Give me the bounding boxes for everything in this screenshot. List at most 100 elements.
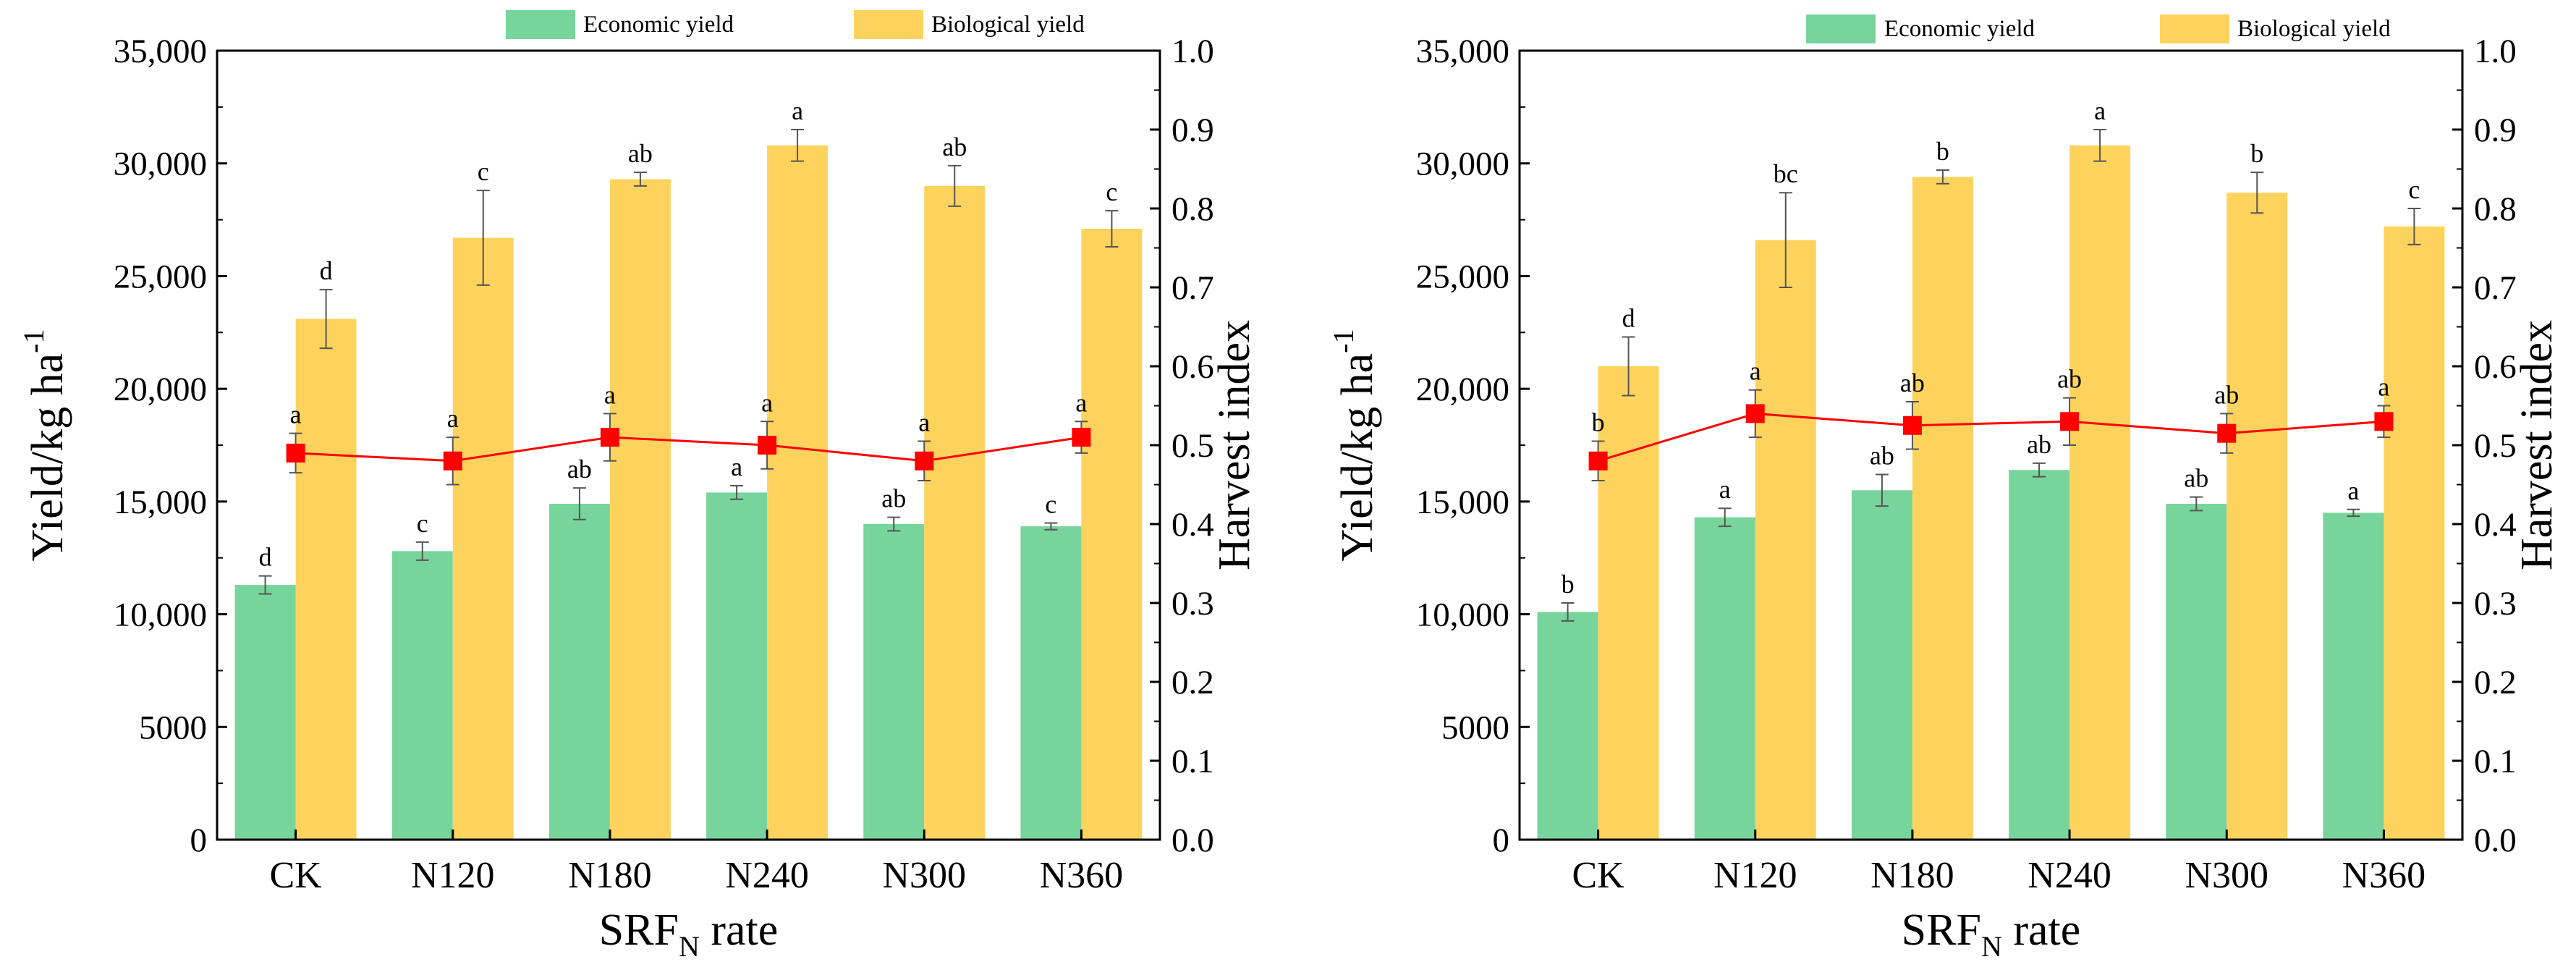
bar [2009, 470, 2070, 840]
line-series-harvest-index: a a a a a a [286, 380, 1091, 486]
significance-letter: a [604, 380, 616, 409]
y-tick-label: 15,000 [1416, 484, 1509, 521]
y2-tick-label: 0.5 [1172, 427, 1214, 465]
legend-label-economic: Economic yield [583, 12, 734, 38]
y2-tick-label: 0.7 [1172, 269, 1214, 307]
significance-letter: c [2408, 175, 2420, 204]
harvest-index-point [915, 451, 934, 471]
y2-tick-label: 0.1 [1172, 743, 1214, 780]
legend-label-biological: Biological yield [2237, 16, 2391, 42]
y2-tick-label: 0.3 [2474, 585, 2517, 623]
y-tick-label: 30,000 [114, 145, 207, 183]
error-bar [319, 289, 333, 350]
bar [863, 524, 925, 840]
legend-label-economic: Economic yield [1884, 16, 2035, 42]
significance-letter: a [1075, 388, 1087, 417]
significance-letter: b [1562, 570, 1575, 599]
x-tick-label: N360 [2342, 855, 2426, 896]
legend-swatch-economic [1806, 14, 1876, 43]
significance-letter: a [761, 388, 773, 417]
error-bar [730, 485, 744, 500]
x-tick-label: N300 [882, 855, 966, 896]
bar [1912, 177, 1973, 840]
harvest-index-line [295, 436, 1082, 463]
x-axis-title-subscript: N [1981, 930, 2002, 962]
y-axis-title-superscript: -1 [1327, 329, 1360, 353]
y-tick-label: 5000 [1441, 709, 1509, 746]
legend-label-biological: Biological yield [931, 12, 1085, 38]
bar [1081, 229, 1143, 840]
x-axis: CK N120 N180 N240 N300 N360 [269, 830, 1123, 896]
y-axis-left: 0 5000 10,000 15,000 20,000 25,000 30,000 35,00… [114, 33, 227, 859]
error-bar [948, 164, 962, 207]
significance-letter: b [1936, 137, 1949, 166]
error-bar [2190, 496, 2203, 512]
legend-swatch-economic [506, 10, 575, 39]
y-tick-label: 30,000 [1416, 145, 1509, 183]
harvest-index-point [443, 451, 462, 471]
plot-frame [1518, 49, 2464, 841]
harvest-index-point [286, 443, 305, 463]
harvest-index-point [2060, 412, 2080, 431]
y2-tick-label: 0.5 [2474, 427, 2517, 465]
bar [1694, 517, 1755, 840]
y2-tick-label: 0.6 [1172, 348, 1214, 386]
legend: Economic yield Biological yield [1806, 14, 2391, 43]
x-axis-title: SRFN rate [1902, 906, 2081, 962]
y2-tick-label: 0.2 [2474, 664, 2517, 701]
harvest-index-point [2217, 423, 2237, 443]
error-bar [2407, 208, 2421, 245]
error-bar [258, 575, 272, 595]
harvest-index-point [2374, 412, 2394, 431]
significance-letter: a [792, 96, 803, 125]
significance-letter: c [1045, 489, 1056, 518]
harvest-index-line [1598, 412, 2384, 463]
error-bar [887, 516, 901, 532]
legend-swatch-biological [2160, 14, 2229, 43]
y2-tick-label: 0.6 [2474, 348, 2517, 386]
significance-letter: b [2250, 139, 2263, 168]
harvest-index-point [758, 436, 777, 455]
significance-letter: d [320, 256, 333, 285]
x-tick-label: N180 [568, 855, 652, 896]
significance-letter: a [290, 400, 302, 429]
error-bar [2347, 508, 2360, 518]
y2-axis-title: Harvest index [2512, 320, 2562, 570]
significance-letter: a [2378, 373, 2389, 402]
y2-tick-label: 1.0 [2474, 33, 2517, 70]
bar [2384, 226, 2445, 840]
error-bar [415, 541, 429, 561]
bar [2166, 503, 2227, 840]
y-tick-label: 35,000 [114, 33, 207, 70]
harvest-index-point [1745, 404, 1765, 423]
x-axis: CK N120 N180 N240 N300 N360 [1572, 830, 2425, 896]
bar [295, 318, 357, 840]
harvest-index-point [600, 428, 619, 447]
x-tick-label: CK [1572, 855, 1624, 896]
significance-letter: bc [1774, 159, 1798, 188]
significance-letter: d [1622, 304, 1635, 333]
x-tick-label: N240 [2028, 855, 2111, 896]
error-bar [1561, 602, 1575, 622]
error-bar [1779, 192, 1792, 288]
significance-letter: a [447, 404, 459, 433]
significance-letter: ab [2057, 365, 2082, 394]
y-axis-title-superscript: -1 [17, 329, 50, 353]
error-bar [2093, 129, 2107, 162]
significance-letter: ab [567, 455, 592, 484]
x-tick-label: N240 [725, 855, 809, 896]
x-tick-label: N300 [2185, 855, 2268, 896]
y-tick-label: 5000 [139, 709, 207, 746]
y-axis-left: 0 5000 10,000 15,000 20,000 25,000 30,000 35,00… [1416, 33, 1530, 859]
bar [1598, 366, 1659, 840]
y2-tick-label: 0.8 [2474, 190, 2517, 228]
y-axis-right: 0.0 0.1 0.2 0.3 0.4 0.5 0.6 0.7 0.8 0.9 1.0 [2452, 33, 2517, 859]
y2-tick-label: 0.3 [1172, 585, 1214, 623]
bar [2227, 193, 2288, 840]
y-axis-right: 0.0 0.1 0.2 0.3 0.4 0.5 0.6 0.7 0.8 0.9 1.0 [1150, 33, 1214, 859]
y-tick-label: 10,000 [114, 596, 207, 634]
x-axis-title-main: SRF [599, 906, 679, 955]
error-bar [572, 487, 586, 520]
significance-letter: a [1719, 475, 1731, 504]
significance-letter: a [731, 452, 742, 481]
